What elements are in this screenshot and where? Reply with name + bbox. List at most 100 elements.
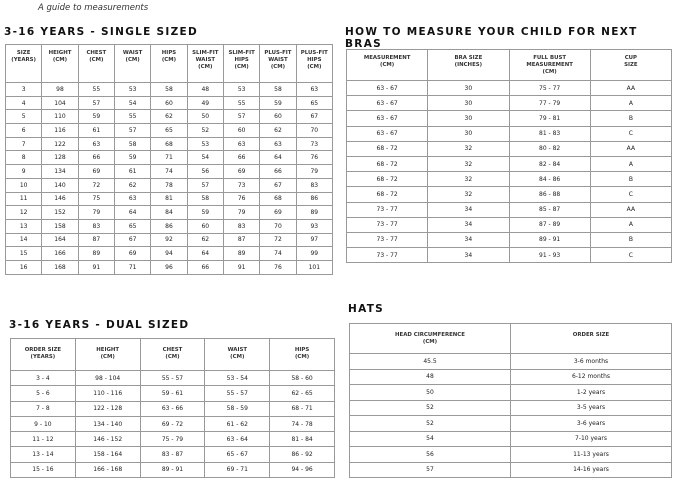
column-header: ORDER SIZE (YEARS) [10,338,76,371]
table-cell: 60 [259,109,297,125]
table-cell: 89 - 91 [508,231,591,249]
table-cell: 61 [113,164,152,179]
table-cell: 65 [113,218,152,234]
table-cell: C [589,247,673,264]
table-cell: 81 [150,191,188,207]
table-cell: 30 [427,125,510,142]
table-cell: 59 [186,205,224,220]
table-cell: 52 [349,399,511,416]
column-header-line: SLIM-FIT [228,50,255,56]
table-cell: 62 [259,123,297,138]
table-cell: 85 - 87 [508,201,591,218]
table-row: 15 166 89 69 94 64 89 74 99 [4,246,334,261]
table-row: 13 - 14 158 - 164 83 - 87 65 - 67 86 - 92 [10,446,335,463]
table-cell: 87 - 89 [508,216,591,233]
table-row: 68 - 72 32 80 - 82 AA [345,140,673,157]
table-cell: 134 - 140 [74,415,141,433]
table-cell: 68 - 72 [345,155,429,173]
table-cell: 30 [427,95,510,112]
table-cell: 84 - 86 [508,171,591,188]
table-cell: 12 [4,205,43,220]
table-cell: 86 [150,218,188,234]
table-cell: 87 [77,232,115,248]
table-cell: 168 [41,259,79,275]
header-row: ORDER SIZE (YEARS) HEIGHT (CM) CHEST (CM) WAIS… [10,338,335,371]
column-header-line: CHEST [86,50,107,56]
column-header: SLIM-FIT HIPS (CM) [222,44,261,83]
table-cell: 53 - 54 [204,369,271,387]
table-cell: 55 - 57 [139,369,206,387]
table-row: 56 11-13 years [349,446,672,463]
column-header-line: WAIST [195,57,216,63]
table-row: 7 - 8 122 - 128 63 - 66 58 - 59 68 - 71 [10,400,335,417]
column-header-line: (CM) [125,57,140,63]
table-cell: 86 - 92 [269,446,335,463]
table-row: 3 - 4 98 - 104 55 - 57 53 - 54 58 - 60 [10,369,335,387]
table-cell: 15 - 16 [10,461,76,479]
column-header-line: FULL BUST [533,55,567,61]
table-cell: 134 [41,164,79,179]
table-cell: 56 [186,164,224,179]
column-header-line: (CM) [270,64,286,70]
table-cell: 64 [113,205,152,220]
column-header-line: (CM) [380,62,395,68]
table-cell: 71 [113,259,152,275]
dual-sized-table: ORDER SIZE (YEARS) HEIGHT (CM) CHEST (CM) WAIS… [10,338,335,479]
table-cell: 58 [259,82,297,97]
table-cell: 70 [259,218,297,234]
table-cell: 68 - 72 [345,140,429,157]
column-header-line: HIPS [294,347,310,353]
table-cell: 86 [295,191,334,207]
table-cell: 9 [4,164,43,179]
table-cell: 48 [349,368,511,385]
table-cell: 146 - 152 [74,431,141,448]
table-cell: 54 [186,150,224,166]
table-cell: 55 [77,82,115,97]
table-row: 15 - 16 166 - 168 89 - 91 69 - 71 94 - 96 [10,461,335,479]
column-header-line: (CM) [89,57,104,63]
table-cell: 69 [77,164,115,179]
table-cell: 63 [259,136,297,152]
table-cell: 63 - 66 [139,400,206,417]
table-cell: 78 [150,177,188,193]
table-cell: 58 [186,191,224,207]
table-cell: A [589,216,673,233]
column-header-line: (CM) [198,64,213,70]
table-row: 11 - 12 146 - 152 75 - 79 63 - 64 81 - 84 [10,431,335,448]
table-row: 52 3-5 years [349,399,672,416]
table-cell: 83 [295,177,334,193]
column-header-line: PLUS-FIT [300,50,328,56]
table-cell: 79 [77,205,115,220]
table-row: 50 1-2 years [349,384,672,401]
table-row: 73 - 77 34 87 - 89 A [345,216,673,233]
table-cell: 66 [222,150,261,166]
table-cell: 74 [150,164,188,179]
column-header-line: (INCHES) [454,62,483,68]
table-cell: 97 [295,232,334,248]
single-sized-title: 3-16 YEARS - SINGLE SIZED [4,26,199,38]
table-cell: 75 - 79 [139,431,206,448]
table-row: 8 128 66 59 71 54 66 64 76 [4,150,334,166]
hats-table: HEAD CIRCUMFERENCE (CM) ORDER SIZE 45.5 3-6 … [349,323,672,478]
table-cell: 122 [41,136,79,152]
table-cell: 140 [41,177,79,193]
table-row: 3 98 55 53 58 48 53 58 63 [4,82,334,97]
table-cell: 92 [150,232,188,248]
column-header: HEIGHT (CM) [74,338,141,371]
column-header-line: (CM) [165,354,180,360]
column-header-line: SIZE [16,50,31,56]
table-cell: 74 [259,246,297,261]
table-cell: 99 [295,246,334,261]
table-cell: 89 [295,205,334,220]
table-cell: 54 [349,430,511,447]
table-cell: 101 [295,259,334,275]
table-row: 63 - 67 30 77 - 79 A [345,95,673,112]
table-cell: 48 [186,82,224,97]
table-cell: 73 - 77 [345,216,429,233]
table-row: 52 3-6 years [349,415,672,432]
column-header-line: ORDER SIZE [24,347,62,353]
column-header: WAIST (CM) [113,44,152,83]
table-cell: 11 - 12 [10,431,76,448]
column-header-line: (CM) [100,354,115,360]
table-cell: 68 [150,136,188,152]
